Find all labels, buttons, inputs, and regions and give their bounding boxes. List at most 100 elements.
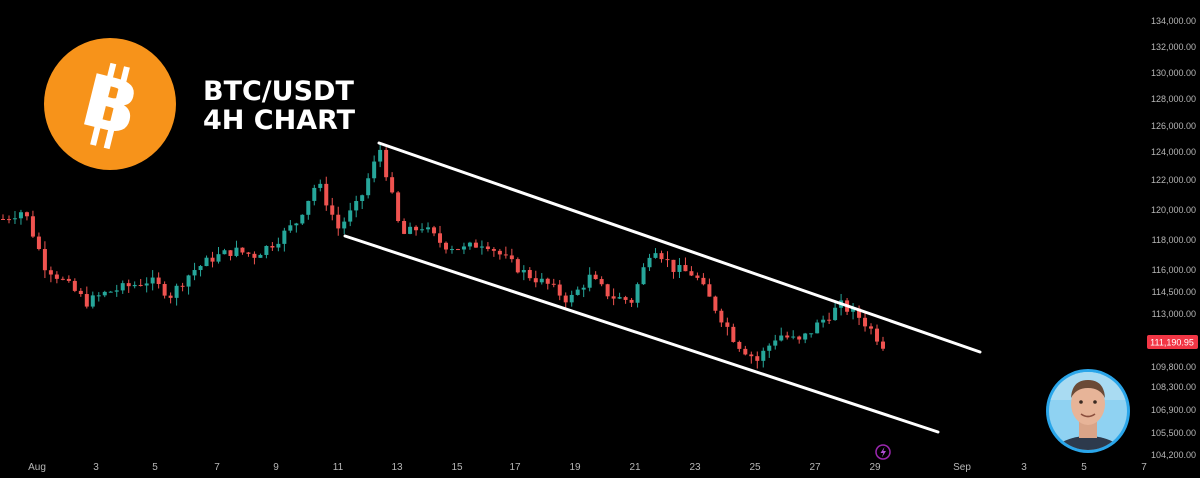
candle-body xyxy=(791,336,796,338)
candle-body xyxy=(485,246,490,250)
y-tick-label: 128,000.00 xyxy=(1151,94,1196,104)
candle-body xyxy=(725,322,730,327)
candle-body xyxy=(18,212,23,219)
candle-body xyxy=(569,294,574,303)
y-tick-label: 116,000.00 xyxy=(1152,265,1196,275)
candle-body xyxy=(372,161,377,179)
candle-body xyxy=(336,214,341,229)
candle-body xyxy=(222,250,227,255)
x-tick-label: 7 xyxy=(214,462,220,473)
candle-body xyxy=(270,245,275,248)
candle-body xyxy=(198,266,203,271)
candle-body xyxy=(432,227,437,234)
candle-body xyxy=(252,253,257,258)
x-tick-label: 23 xyxy=(689,462,701,473)
candle-body xyxy=(611,296,616,299)
x-tick-label: 7 xyxy=(1141,462,1147,473)
candle-body xyxy=(228,250,233,256)
candle-body xyxy=(156,277,161,285)
candle-body xyxy=(851,308,856,312)
candle-body xyxy=(120,283,125,291)
y-axis: 134,000.00 132,000.00 130,000.00 128,000.00… xyxy=(1151,16,1196,460)
candle-body xyxy=(857,308,862,318)
candle-body xyxy=(761,350,766,361)
candle-body xyxy=(132,284,137,287)
candle-body xyxy=(623,297,628,300)
candle-body xyxy=(683,265,688,272)
candle-body xyxy=(168,295,173,298)
candle-body xyxy=(36,236,41,250)
candle-body xyxy=(443,242,448,250)
candle-body xyxy=(527,270,532,279)
candle-body xyxy=(378,149,383,162)
candle-body xyxy=(96,295,101,297)
candle-body xyxy=(420,229,425,231)
candle-body xyxy=(306,200,311,215)
candle-body xyxy=(479,246,484,248)
candle-body xyxy=(42,249,47,271)
y-tick-label: 104,200.00 xyxy=(1151,450,1196,460)
x-tick-label: 27 xyxy=(809,462,821,473)
candle-body xyxy=(162,284,167,296)
candle-body xyxy=(671,259,676,272)
candle-body xyxy=(414,226,419,231)
candle-body xyxy=(581,287,586,290)
x-tick-label: 9 xyxy=(273,462,279,473)
x-tick-label: Sep xyxy=(953,462,971,473)
candle-body xyxy=(635,284,640,303)
candle-body xyxy=(408,226,413,234)
candle-body xyxy=(48,270,53,275)
candle-body xyxy=(192,270,197,276)
candle-body xyxy=(629,299,634,303)
candle-body xyxy=(743,348,748,355)
candle-body xyxy=(551,283,556,285)
y-tick-label: 134,000.00 xyxy=(1151,16,1196,26)
candles-layer xyxy=(1,143,885,369)
x-tick-label: Aug xyxy=(28,462,46,473)
candle-body xyxy=(641,267,646,285)
y-tick-label: 105,500.00 xyxy=(1151,428,1196,438)
candle-body xyxy=(12,218,17,220)
x-tick-label: 17 xyxy=(509,462,521,473)
candle-body xyxy=(491,249,496,251)
candle-body xyxy=(665,259,670,261)
candle-body xyxy=(24,212,29,217)
y-tick-label: 113,000.00 xyxy=(1152,309,1196,319)
x-tick-label: 13 xyxy=(391,462,403,473)
candle-body xyxy=(72,280,77,291)
candle-body xyxy=(803,333,808,340)
candle-body xyxy=(617,297,622,299)
lightning-icon[interactable] xyxy=(875,444,891,460)
x-tick-label: 3 xyxy=(93,462,99,473)
candle-body xyxy=(6,219,11,221)
y-tick-label: 106,900.00 xyxy=(1151,405,1196,415)
candle-body xyxy=(707,284,712,297)
candle-body xyxy=(875,328,880,342)
candle-body xyxy=(599,279,604,285)
candle-body xyxy=(294,223,299,226)
candle-body xyxy=(396,192,401,221)
candle-body xyxy=(348,210,353,222)
candle-body xyxy=(863,317,868,327)
y-tick-label: 126,000.00 xyxy=(1151,121,1196,131)
candle-body xyxy=(689,271,694,276)
candle-body xyxy=(467,242,472,247)
candle-body xyxy=(300,214,305,224)
x-tick-label: 29 xyxy=(869,462,881,473)
candle-body xyxy=(755,356,760,361)
candle-body xyxy=(30,216,35,237)
candle-body xyxy=(557,284,562,296)
candle-body xyxy=(737,341,742,349)
bitcoin-logo: B xyxy=(44,38,176,170)
candle-body xyxy=(144,283,149,286)
candle-body xyxy=(701,277,706,285)
candle-body xyxy=(455,249,460,251)
last-price-label: 111,190.95 xyxy=(1150,338,1194,348)
candle-body xyxy=(797,336,802,340)
candle-body xyxy=(288,225,293,231)
candle-body xyxy=(240,247,245,253)
candle-body xyxy=(186,275,191,287)
candle-body xyxy=(659,253,664,260)
